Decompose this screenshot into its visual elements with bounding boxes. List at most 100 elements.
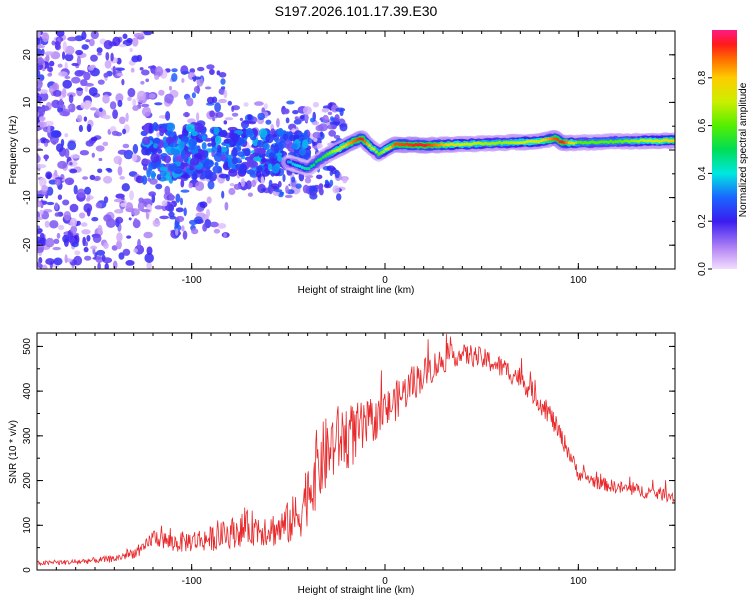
spectrum-speckle [193,216,203,224]
spectrum-speckle [201,135,207,141]
spectrum-speckle [227,158,233,169]
spectrum-ridge-mark [512,141,515,145]
spectrum-speckle [138,197,144,203]
spectrum-speckle [90,31,99,40]
spectrum-ridge-mark [377,152,381,156]
spectrum-ridge-mark [491,141,494,145]
spectrum-speckle [70,154,80,159]
spectrum-speckle [196,112,200,122]
spectrum-speckle [274,143,280,154]
spectrum-speckle [120,202,127,207]
spectrum-speckle [185,123,196,133]
spectrum-speckle [214,102,222,113]
spectrum-speckle [141,175,148,185]
spectrum-speckle [302,139,309,149]
spectrum-ridge-mark [600,140,603,144]
spectrum-speckle [163,155,172,164]
spectrum-speckle [154,74,160,80]
spectrum-speckle [127,96,132,102]
spectrum-ridge-mark [558,140,562,144]
spectrum-speckle [42,32,50,43]
spectrum-speckle [84,241,88,247]
spectrum-speckle [199,175,206,180]
snr-series-line [37,333,675,567]
spectrum-speckle [39,177,47,188]
spectrum-speckle [180,197,183,206]
spectrum-speckle [82,176,89,180]
spectrum-speckle [311,121,320,126]
spectrum-speckle [115,93,124,103]
spectrum-speckle [321,108,329,113]
spectrum-ridge-mark [528,139,531,143]
spectrum-ridge-mark [340,145,344,149]
spectrum-speckle [116,72,124,77]
spectrum-speckle [113,198,123,203]
spectrum-ridge-mark [335,148,339,152]
spectrum-ridge-mark [419,142,422,147]
spectrum-speckle [56,143,64,152]
spectrum-speckle [154,205,164,210]
spectrum-ridge-mark [651,139,654,143]
spectrum-ridge-mark [407,143,411,147]
spectrum-speckle [58,71,68,77]
spectrum-speckle [220,154,227,161]
spectrum-speckle [333,135,341,139]
spectrum-speckle [207,142,212,147]
spectrum-ridge-mark [498,140,501,144]
spectrum-speckle [37,95,43,103]
spectrum-speckle [37,138,41,144]
spectrum-speckle [37,44,46,49]
spectrum-ridge-mark [435,143,439,147]
spectrum-speckle [57,63,63,68]
spectrum-speckle [220,86,226,90]
spectrum-speckle [263,142,270,151]
spectrum-speckle [59,110,70,117]
spectrum-ridge-mark [361,137,364,141]
spectrogram-heatmap [37,31,675,269]
spectrum-speckle [37,31,41,39]
spectrum-speckle [271,165,280,174]
spectrum-speckle [85,140,94,147]
spectrum-speckle [142,165,148,171]
snr-panel: -100 0 100 0 100 200 300 400 500 Height of strai… [8,332,676,596]
spectrum-speckle [286,100,295,105]
spectrum-speckle [76,220,81,226]
spectrum-speckle [156,174,162,181]
spectrum-ridge-mark [602,140,606,144]
spectrum-speckle [45,237,55,248]
spectrum-speckle [201,170,208,176]
spectrum-ridge-mark [291,162,295,166]
spectrum-speckle [37,79,43,89]
spectrum-speckle [202,223,208,232]
spectrum-speckle [326,165,336,172]
spectrum-speckle [48,85,54,94]
spectrum-speckle [220,78,226,85]
spectrum-speckle [256,166,263,172]
spectrum-speckle [96,47,103,54]
spectrum-speckle [224,201,229,211]
spectrum-speckle [133,248,138,253]
spectrum-speckle [121,183,130,192]
spectrum-speckle [316,142,323,149]
spectrum-speckle [62,234,69,243]
spectrum-speckle [53,257,63,266]
spectrum-speckle [257,147,266,155]
spectrum-speckle [54,178,61,186]
figure-title: S197.2026.101.17.39.E30 [275,3,438,19]
spectrum-speckle [67,140,77,151]
spectrum-speckle [85,197,91,202]
spectrum-ridge-mark [518,141,522,145]
spectrum-ridge-mark [509,141,513,145]
spectrum-speckle [191,228,199,235]
spectrum-speckle [113,155,123,165]
spectrum-ridge-mark [546,137,550,141]
spectrum-speckle [41,185,49,192]
spectrum-speckle [336,193,342,201]
spectrum-speckle [85,39,91,43]
spectrum-ridge-mark [354,139,357,143]
spectrum-speckle [122,33,128,40]
spectrum-speckle [192,171,198,180]
spectrum-speckle [158,89,165,96]
spectrum-speckle [44,139,50,144]
spectrum-speckle [63,211,71,221]
